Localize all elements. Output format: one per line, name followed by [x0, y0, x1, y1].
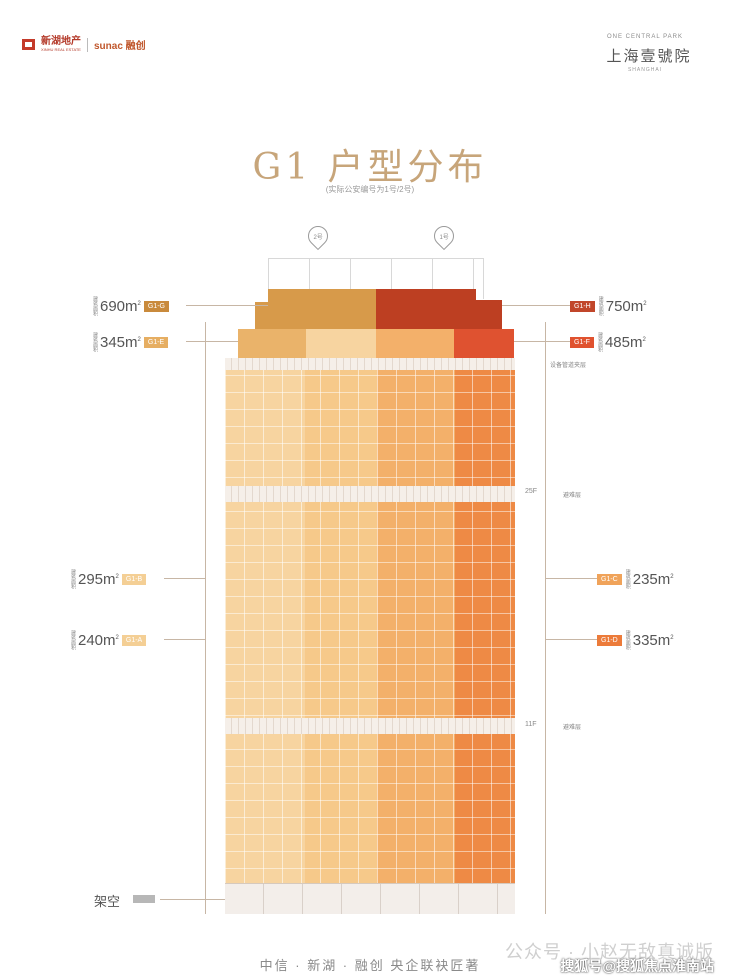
- unit-block-g1-e: [238, 329, 306, 358]
- page-title: G1 户型分布: [252, 147, 488, 188]
- leader-line-g1-g: [186, 305, 268, 306]
- area-value: 295m: [78, 570, 116, 588]
- unit-tag: G1-H: [570, 300, 595, 312]
- unit-superscript: 2: [137, 336, 141, 343]
- unit-block-g1-f: [454, 329, 514, 358]
- refuge-floor-band-25f: [225, 486, 515, 502]
- refuge-floor-note-25f: 避难层: [563, 493, 582, 499]
- area-key: 建筑面积: [597, 296, 604, 316]
- leader-line-pillar: [160, 899, 225, 900]
- leader-line-g1-h: [502, 305, 570, 306]
- floor-marker-11f: 11F: [525, 721, 537, 728]
- leader-line-g1-c: [545, 578, 597, 579]
- area-value: 335m: [632, 631, 671, 649]
- page-subtitle: (实际公安编号为1号/2号): [325, 185, 415, 194]
- pillar-floor-label: 架空: [94, 894, 121, 909]
- unit-superscript: 2: [670, 634, 674, 641]
- leader-line-g1-e: [186, 341, 238, 342]
- area-value-wrap: 295m2: [78, 571, 119, 588]
- location-pin-icon: 1号: [429, 221, 459, 251]
- pin-label: 1号: [439, 234, 449, 241]
- area-value: 345m: [100, 333, 138, 351]
- refuge-floor-band-11f: [225, 718, 515, 734]
- pillar-floor-swatch: [133, 895, 155, 903]
- xinhu-logo-sub: XINHU REAL ESTATE: [41, 47, 81, 52]
- xinhu-logo: 新湖地产 XINHU REAL ESTATE: [41, 36, 81, 53]
- area-key: 建筑面积: [70, 630, 76, 650]
- window-grid: [225, 358, 515, 914]
- location-pin-icon: 2号: [303, 221, 333, 251]
- area-value-wrap: 485m2: [605, 334, 646, 351]
- area-label-g1-g: 建筑面积 690m2 G1-G: [92, 296, 169, 316]
- area-key: 建筑面积: [624, 630, 631, 650]
- unit-block-upper-c: [376, 329, 454, 358]
- unit-superscript: 2: [115, 573, 119, 580]
- equipment-floor-note: 设备管道夹层: [550, 363, 587, 369]
- leader-line-g1-d: [545, 639, 597, 640]
- unit-superscript: 2: [670, 573, 674, 580]
- watermark-sohu: 搜狐号@搜狐焦点淮南站: [560, 958, 714, 974]
- area-key: 建筑面积: [70, 569, 76, 589]
- project-name-en: ONE CENTRAL PARK: [606, 34, 683, 40]
- unit-superscript: 2: [137, 300, 141, 307]
- area-value-wrap: 235m2: [633, 571, 674, 588]
- xinhu-logo-icon: [22, 39, 35, 50]
- unit-block-g1-h-step: [476, 300, 502, 329]
- area-key: 建筑面积: [596, 332, 603, 352]
- area-value: 240m: [78, 631, 116, 649]
- area-key: 建筑面积: [92, 332, 98, 352]
- leader-line-g1-f: [514, 341, 570, 342]
- developer-logos: 新湖地产 XINHU REAL ESTATE sunac 融创: [22, 37, 146, 52]
- logo-divider: [87, 37, 88, 52]
- unit-block-g1-g: [268, 289, 376, 329]
- area-value: 690m: [100, 297, 138, 315]
- refuge-floor-note-11f: 避难层: [563, 725, 582, 731]
- area-label-g1-f: G1-F 建筑面积 485m2: [570, 332, 646, 352]
- unit-block-g1-g-step: [255, 302, 269, 329]
- unit-superscript: 2: [643, 300, 647, 307]
- unit-tag: G1-G: [143, 300, 169, 312]
- floor-marker-25f: 25F: [525, 488, 538, 495]
- right-bracket-line: [545, 322, 546, 914]
- leader-line-g1-a: [164, 639, 205, 640]
- watermark-wechat: 公众号 · 小赵无敌真诚版: [505, 942, 714, 962]
- area-value: 235m: [632, 570, 671, 588]
- project-name-cn: 上海壹號院: [606, 47, 692, 65]
- area-value: 485m: [604, 333, 643, 351]
- unit-tag: G1-C: [597, 573, 622, 585]
- unit-block-upper-a: [306, 329, 376, 358]
- sunac-logo: sunac 融创: [94, 41, 146, 52]
- area-label-g1-e: 建筑面积 345m2 G1-E: [92, 332, 169, 352]
- unit-tag: G1-A: [121, 634, 147, 646]
- unit-superscript: 2: [115, 634, 119, 641]
- area-label-g1-h: G1-H 建筑面积 750m2: [570, 296, 647, 316]
- area-value-wrap: 335m2: [633, 632, 674, 649]
- area-label-g1-d: G1-D 建筑面积 335m2: [597, 630, 674, 650]
- xinhu-logo-text: 新湖地产: [41, 36, 81, 47]
- project-location: SHANGHAI: [627, 67, 663, 73]
- unit-tag: G1-D: [597, 634, 622, 646]
- area-value-wrap: 240m2: [78, 632, 119, 649]
- area-key: 建筑面积: [92, 296, 98, 316]
- unit-tag: G1-F: [570, 336, 594, 348]
- unit-tag: G1-B: [121, 573, 147, 585]
- unit-superscript: 2: [642, 336, 646, 343]
- unit-tag: G1-E: [143, 336, 169, 348]
- left-bracket-line: [205, 322, 206, 914]
- area-label-g1-a: 建筑面积 240m2 G1-A: [70, 630, 147, 650]
- area-label-g1-b: 建筑面积 295m2 G1-B: [70, 569, 147, 589]
- area-label-g1-c: G1-C 建筑面积 235m2: [597, 569, 674, 589]
- area-value-wrap: 690m2: [100, 298, 141, 315]
- pin-label: 2号: [313, 234, 323, 241]
- area-value: 750m: [605, 297, 644, 315]
- area-value-wrap: 750m2: [606, 298, 647, 315]
- footer-slogan: 中信 · 新湖 · 融创 央企联袂匠著: [259, 958, 481, 973]
- ground-floor-pillars: [225, 883, 515, 914]
- unit-block-g1-h: [376, 289, 476, 329]
- area-value-wrap: 345m2: [100, 334, 141, 351]
- building-tower: [225, 358, 515, 914]
- area-key: 建筑面积: [624, 569, 631, 589]
- leader-line-g1-b: [164, 578, 205, 579]
- equipment-floor-band: [225, 358, 515, 370]
